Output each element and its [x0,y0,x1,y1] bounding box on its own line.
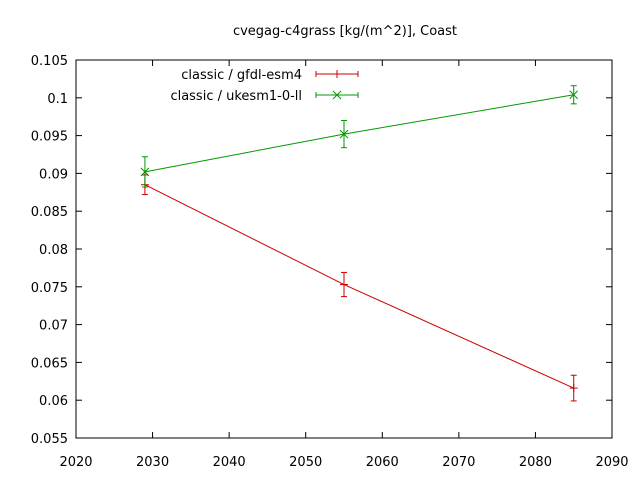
legend-label-1: classic / ukesm1-0-ll [170,89,302,104]
y-tick-label-10: 0.105 [31,54,68,69]
data-point-1-2 [569,90,579,100]
data-point-1-0 [140,167,150,177]
series-line-1 [144,94,574,173]
y-tick-label-6: 0.085 [31,205,68,220]
y-tick-label-0: 0.055 [31,432,68,447]
y-tick-label-8: 0.095 [31,130,68,145]
x-tick-label-2: 2040 [213,455,246,470]
x-tick-label-7: 2090 [595,455,628,470]
y-tick-label-7: 0.09 [39,167,68,182]
x-tick-label-3: 2050 [289,455,322,470]
x-tick-label-1: 2030 [136,455,169,470]
y-tick-label-5: 0.08 [39,243,68,258]
chart-title: cvegag-c4grass [kg/(m^2)], Coast [233,24,457,39]
data-point-1-1 [339,129,349,139]
y-tick-label-1: 0.06 [39,394,68,409]
x-tick-label-0: 2020 [59,455,92,470]
x-tick-label-6: 2080 [519,455,552,470]
x-tick-label-5: 2070 [442,455,475,470]
series-line-0 [144,184,574,389]
y-tick-label-4: 0.075 [31,281,68,296]
legend: classic / gfdl-esm4 classic / ukesm1-0-ll [170,68,359,104]
y-tick-label-9: 0.1 [47,92,68,107]
y-tick-label-2: 0.065 [31,356,68,371]
data-point-0-1 [340,280,348,289]
axes: 2020 2030 2040 2050 2060 2070 2080 2090 0.055 0.0… [31,54,629,470]
x-tick-label-4: 2060 [366,455,399,470]
y-tick-label-3: 0.07 [39,319,68,334]
legend-marker-1 [332,90,342,100]
plot-frame [75,59,613,439]
legend-label-0: classic / gfdl-esm4 [181,68,302,83]
data-point-0-2 [569,384,578,393]
plot-area [140,85,579,402]
legend-marker-0 [333,70,341,78]
